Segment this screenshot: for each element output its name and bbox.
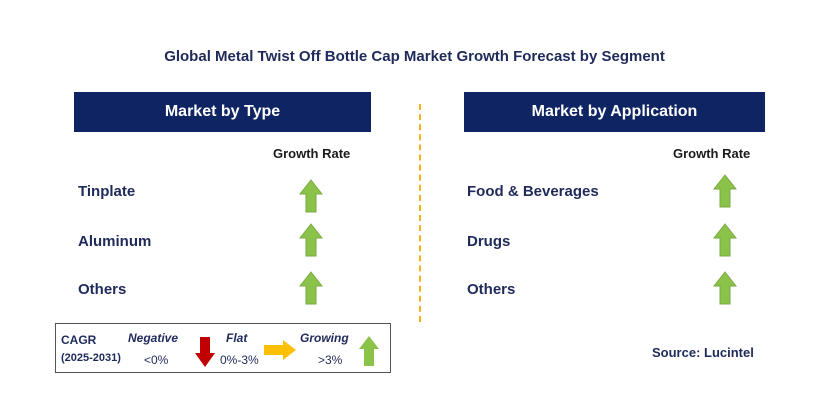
chart-title: Global Metal Twist Off Bottle Cap Market… bbox=[164, 48, 665, 65]
legend-period: (2025-2031) bbox=[61, 352, 121, 364]
type-row-label-tinplate: Tinplate bbox=[78, 183, 136, 200]
growing-arrow-icon bbox=[299, 179, 323, 213]
flat-arrow-icon bbox=[264, 340, 296, 360]
growing-arrow-icon bbox=[359, 336, 379, 366]
left-growth-rate-header: Growth Rate bbox=[273, 146, 351, 161]
growing-arrow-icon bbox=[299, 271, 323, 305]
negative-arrow-icon bbox=[195, 337, 215, 367]
type-row-label-others: Others bbox=[78, 281, 127, 298]
legend-flat-label: Flat bbox=[226, 331, 248, 345]
application-row-label-food-beverages: Food & Beverages bbox=[467, 183, 599, 200]
application-row-label-drugs: Drugs bbox=[467, 233, 511, 250]
growing-arrow-icon bbox=[713, 223, 737, 257]
legend-negative-range: <0% bbox=[144, 353, 169, 367]
legend-cagr-label: CAGR bbox=[61, 333, 97, 347]
application-row-label-others: Others bbox=[467, 281, 516, 298]
cagr-legend: CAGR (2025-2031) Negative <0% Flat 0%-3%… bbox=[55, 323, 391, 373]
legend-negative-label: Negative bbox=[128, 331, 179, 345]
legend-flat-range: 0%-3% bbox=[220, 353, 259, 367]
market-by-type-header: Market by Type bbox=[74, 92, 371, 132]
legend-growing-label: Growing bbox=[300, 331, 349, 345]
growing-arrow-icon bbox=[713, 174, 737, 208]
growing-arrow-icon bbox=[299, 223, 323, 257]
source-note: Source: Lucintel bbox=[652, 345, 754, 360]
legend-growing-range: >3% bbox=[318, 353, 343, 367]
right-growth-rate-header: Growth Rate bbox=[673, 146, 751, 161]
panel-divider bbox=[419, 104, 421, 322]
market-by-application-header: Market by Application bbox=[464, 92, 765, 132]
type-row-label-aluminum: Aluminum bbox=[78, 233, 152, 250]
growing-arrow-icon bbox=[713, 271, 737, 305]
